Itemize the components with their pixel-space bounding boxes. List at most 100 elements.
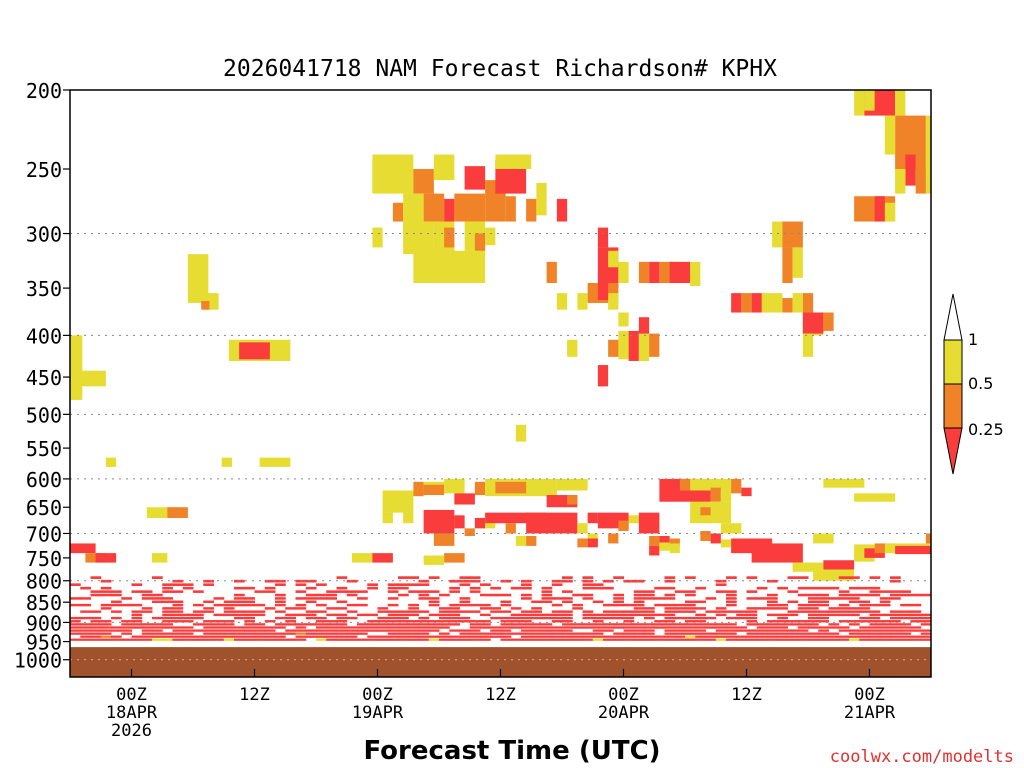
heatmap-cell bbox=[859, 607, 870, 610]
legend-label: 0.5 bbox=[968, 374, 993, 393]
heatmap-cell bbox=[577, 538, 588, 548]
heatmap-cell bbox=[398, 626, 409, 629]
heatmap-cell bbox=[756, 597, 768, 600]
heatmap-cell bbox=[572, 632, 583, 635]
heatmap-cell bbox=[659, 535, 670, 546]
heatmap-cell bbox=[551, 629, 563, 632]
heatmap-cell bbox=[603, 579, 614, 583]
heatmap-cell bbox=[613, 623, 624, 626]
heatmap-cell bbox=[131, 635, 143, 638]
heatmap-cell bbox=[100, 623, 112, 626]
heatmap-cell bbox=[633, 603, 645, 607]
heatmap-cell bbox=[772, 221, 783, 248]
heatmap-cell bbox=[121, 597, 132, 600]
heatmap-cell bbox=[746, 607, 758, 610]
heatmap-cell bbox=[849, 576, 860, 579]
heatmap-cell bbox=[562, 620, 573, 623]
heatmap-cell bbox=[562, 635, 573, 638]
heatmap-cell bbox=[162, 635, 173, 638]
heatmap-cell bbox=[777, 613, 788, 617]
heatmap-cell bbox=[777, 626, 788, 629]
heatmap-cell bbox=[915, 168, 926, 194]
heatmap-cell bbox=[854, 90, 865, 116]
heatmap-cell bbox=[521, 597, 532, 600]
heatmap-cell bbox=[80, 638, 91, 641]
heatmap-cell bbox=[838, 603, 850, 607]
heatmap-cell bbox=[603, 635, 614, 638]
heatmap-cell bbox=[787, 620, 799, 623]
heatmap-cell bbox=[920, 593, 932, 597]
y-tick-label: 200 bbox=[26, 79, 62, 103]
heatmap-cell bbox=[146, 507, 178, 518]
heatmap-cell bbox=[777, 623, 788, 626]
heatmap-cell bbox=[418, 593, 430, 597]
heatmap-cell bbox=[131, 616, 143, 620]
heatmap-cell bbox=[715, 623, 727, 626]
heatmap-cell bbox=[859, 616, 870, 620]
heatmap-cell bbox=[685, 610, 696, 613]
heatmap-cell bbox=[367, 586, 378, 590]
heatmap-cell bbox=[644, 626, 655, 629]
heatmap-cell bbox=[797, 603, 809, 607]
heatmap-cell bbox=[141, 590, 153, 593]
heatmap-cell bbox=[669, 543, 680, 554]
heatmap-cell bbox=[562, 616, 573, 620]
heatmap-cell bbox=[367, 629, 378, 632]
heatmap-cell bbox=[70, 626, 81, 629]
heatmap-cell bbox=[859, 635, 870, 638]
heatmap-cell bbox=[664, 632, 676, 635]
heatmap-cell bbox=[387, 610, 399, 613]
heatmap-cell bbox=[797, 620, 809, 623]
heatmap-cell bbox=[767, 607, 778, 610]
heatmap-cell bbox=[685, 632, 696, 635]
heatmap-cell bbox=[336, 620, 348, 623]
heatmap-cell bbox=[295, 626, 307, 629]
heatmap-cell bbox=[433, 533, 455, 546]
heatmap-cell bbox=[264, 579, 276, 583]
heatmap-cell bbox=[223, 600, 235, 604]
heatmap-cell bbox=[920, 629, 932, 632]
heatmap-cell bbox=[285, 613, 296, 617]
heatmap-cell bbox=[582, 626, 594, 629]
heatmap-cell bbox=[398, 616, 409, 620]
heatmap-cell bbox=[654, 635, 665, 638]
heatmap-cell bbox=[654, 620, 665, 623]
y-tick-label: 600 bbox=[26, 468, 62, 492]
heatmap-cell bbox=[659, 542, 670, 551]
heatmap-cell bbox=[849, 613, 860, 617]
heatmap-cell bbox=[398, 620, 409, 623]
heatmap-cell bbox=[551, 603, 563, 607]
heatmap-cell bbox=[305, 616, 317, 620]
heatmap-cell bbox=[879, 635, 891, 638]
heatmap-cell bbox=[203, 579, 214, 583]
heatmap-cell bbox=[726, 597, 737, 600]
heatmap-cell bbox=[531, 610, 542, 613]
heatmap-cell bbox=[618, 312, 629, 327]
heatmap-cell bbox=[162, 626, 173, 629]
heatmap-cell bbox=[562, 613, 573, 617]
heatmap-cell bbox=[111, 635, 122, 638]
heatmap-cell bbox=[244, 638, 255, 641]
heatmap-cell bbox=[623, 620, 635, 623]
heatmap-cell bbox=[295, 607, 307, 610]
heatmap-cell bbox=[715, 635, 727, 638]
heatmap-cell bbox=[787, 632, 799, 635]
heatmap-cell bbox=[423, 555, 445, 565]
heatmap-cell bbox=[182, 613, 194, 617]
heatmap-cell bbox=[100, 635, 112, 638]
heatmap-cell bbox=[70, 597, 81, 600]
heatmap-cell bbox=[326, 629, 337, 632]
heatmap-cell bbox=[316, 626, 327, 629]
heatmap-cell bbox=[403, 509, 414, 524]
heatmap-cell bbox=[654, 638, 665, 641]
heatmap-cell bbox=[756, 626, 768, 629]
heatmap-cell bbox=[777, 638, 788, 641]
heatmap-cell bbox=[244, 586, 255, 590]
heatmap-cell bbox=[490, 586, 501, 590]
heatmap-cell bbox=[418, 583, 430, 587]
heatmap-cell bbox=[500, 629, 512, 632]
heatmap-cell bbox=[500, 632, 512, 635]
heatmap-cell bbox=[480, 626, 491, 629]
heatmap-cell bbox=[797, 629, 809, 632]
